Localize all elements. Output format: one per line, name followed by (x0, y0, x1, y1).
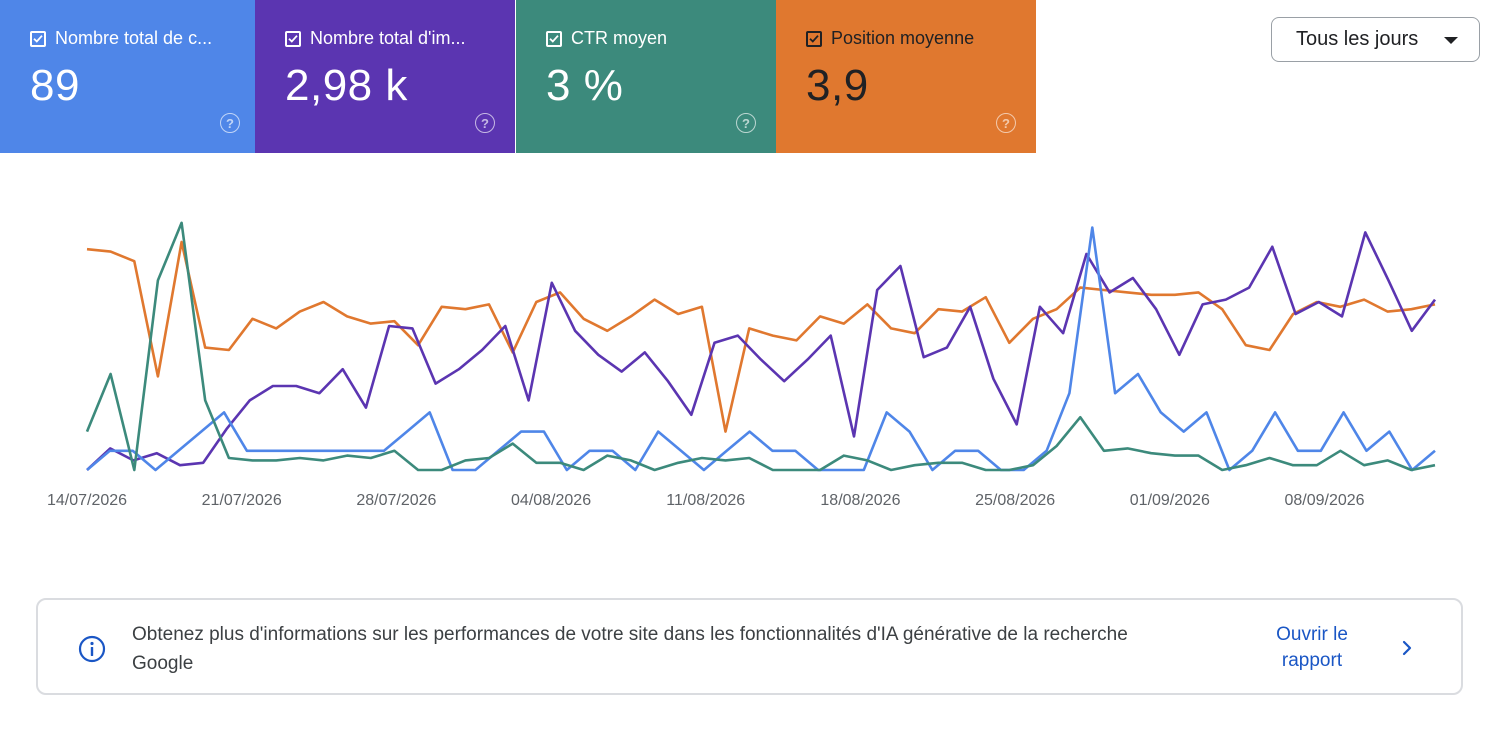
info-icon (78, 635, 106, 663)
metric-label: Position moyenne (831, 28, 975, 48)
metric-label: Nombre total de c... (55, 28, 213, 48)
date-range-label: Tous les jours (1296, 28, 1419, 50)
date-range-dropdown[interactable]: Tous les jours (1271, 17, 1480, 62)
ai-features-banner: Obtenez plus d'informations sur les perf… (36, 598, 1463, 695)
x-tick-label: 25/08/2026 (975, 492, 1055, 509)
series-line-3 (85, 221, 1436, 472)
metric-value: 3 % (546, 61, 624, 110)
x-tick-label: 18/08/2026 (820, 492, 900, 509)
metric-header: Nombre total d'im... (285, 28, 490, 49)
metric-value: 89 (30, 61, 80, 110)
metric-header: Position moyenne (806, 28, 1011, 49)
x-tick-label: 14/07/2026 (47, 492, 127, 509)
x-tick-label: 11/08/2026 (666, 492, 745, 509)
metric-card-clicks[interactable]: Nombre total de c... 89 ? (0, 0, 260, 153)
open-report-link[interactable]: Ouvrir le rapport (1260, 622, 1364, 674)
metric-value: 2,98 k (285, 61, 408, 110)
series-line-1 (86, 231, 1437, 471)
help-icon[interactable]: ? (220, 113, 240, 133)
metric-header: Nombre total de c... (30, 28, 235, 49)
x-tick-label: 01/09/2026 (1130, 492, 1210, 509)
series-line-2 (86, 226, 1436, 472)
checkbox-checked-icon[interactable] (546, 30, 562, 47)
metric-header: CTR moyen (546, 28, 751, 49)
caret-down-icon (1444, 37, 1458, 44)
checkbox-checked-icon[interactable] (285, 30, 301, 47)
metric-card-position[interactable]: Position moyenne 3,9 ? (776, 0, 1036, 153)
checkbox-checked-icon[interactable] (30, 30, 46, 47)
metric-value: 3,9 (806, 61, 869, 110)
checkbox-checked-icon[interactable] (806, 30, 822, 47)
x-tick-label: 08/09/2026 (1284, 492, 1364, 509)
open-report-link-line2[interactable]: rapport (1281, 650, 1343, 671)
metric-card-impressions[interactable]: Nombre total d'im... 2,98 k ? (255, 0, 515, 153)
help-icon[interactable]: ? (996, 113, 1016, 133)
metric-card-ctr[interactable]: CTR moyen 3 % ? (516, 0, 776, 153)
series-line-0 (86, 240, 1436, 433)
performance-chart: 14/07/2026 21/07/2026 28/07/2026 04/08/2026… (47, 221, 1437, 509)
x-tick-label: 21/07/2026 (202, 492, 282, 509)
x-tick-label: 04/08/2026 (511, 492, 591, 509)
open-report-link-line1[interactable]: Ouvrir le (1276, 624, 1348, 645)
x-tick-label: 28/07/2026 (356, 492, 436, 509)
banner-message: Obtenez plus d'informations sur les perf… (132, 624, 1128, 674)
chevron-right-icon[interactable] (1400, 638, 1414, 658)
metric-label: Nombre total d'im... (310, 28, 466, 48)
help-icon[interactable]: ? (736, 113, 756, 133)
metric-label: CTR moyen (571, 28, 668, 48)
help-icon[interactable]: ? (475, 113, 495, 133)
